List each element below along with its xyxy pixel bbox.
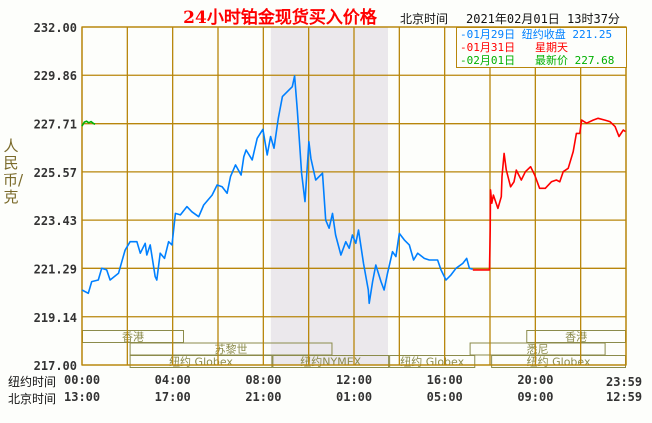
market-label: 纽约NYMEX [300, 355, 361, 369]
y-tick-label: 229.86 [34, 69, 77, 83]
y-tick-label: 225.57 [34, 166, 77, 180]
x-tick-label: 21:00 [245, 390, 282, 404]
chart-title: 24小时铂金现货买入价格 [183, 8, 377, 28]
legend-item-0131: -01月31日 星期天 [460, 41, 568, 54]
legend-item-0201: -02月01日 最新价 227.68 [460, 54, 615, 67]
y-tick-label: 217.00 [34, 359, 77, 373]
x-tick-label: 12:59 [606, 390, 643, 404]
market-label: 香港 [565, 331, 587, 344]
market-label: 纽约 Globex [527, 355, 591, 369]
y-tick-label: 219.14 [34, 311, 77, 325]
y-axis-label: 人民币/克 [3, 137, 24, 206]
x-row-label-ny: 纽约时间 [8, 375, 57, 389]
market-band-4 [129, 355, 273, 368]
x-tick-label: 17:00 [154, 390, 191, 404]
market-band-6 [389, 355, 476, 368]
market-label: 纽约 Globex [169, 355, 233, 369]
x-tick-label: 04:00 [154, 373, 191, 387]
x-tick-label: 08:00 [245, 373, 282, 387]
series-line-01月29日 [81, 75, 474, 305]
x-tick-label: 12:00 [336, 373, 373, 387]
x-tick-label: 23:59 [606, 375, 643, 389]
x-tick-label: 09:00 [517, 390, 554, 404]
y-tick-label: 223.43 [34, 214, 77, 228]
market-label: 悉尼 [527, 343, 549, 356]
y-tick-label: 221.29 [34, 262, 77, 276]
x-row-label-bj: 北京时间 [8, 392, 57, 406]
nymex-session-shade [270, 27, 388, 365]
legend-item-0129: -01月29日 纽约收盘 221.25 [460, 28, 613, 41]
x-tick-label: 01:00 [336, 390, 373, 404]
plot-border [81, 26, 627, 366]
legend: -01月29日 纽约收盘 221.25 -01月31日 星期天 -02月01日 … [456, 27, 627, 68]
x-tick-label: 13:00 [64, 390, 101, 404]
market-label: 香港 [122, 331, 144, 344]
x-tick-label: 16:00 [426, 373, 463, 387]
series-line-02月01日 [81, 120, 96, 127]
series-line-01月31日 [472, 117, 626, 271]
y-tick-label: 232.00 [34, 21, 77, 35]
timezone-label: 北京时间 [400, 12, 449, 26]
market-band-5 [272, 355, 390, 368]
timestamp: 2021年02月01日 13时37分 [466, 12, 620, 26]
market-label: 苏黎世 [215, 342, 248, 356]
x-tick-label: 05:00 [426, 390, 463, 404]
market-label: 纽约 Globex [400, 355, 464, 369]
y-tick-label: 227.71 [34, 118, 77, 132]
x-tick-label: 20:00 [517, 373, 554, 387]
x-tick-label: 00:00 [64, 373, 101, 387]
